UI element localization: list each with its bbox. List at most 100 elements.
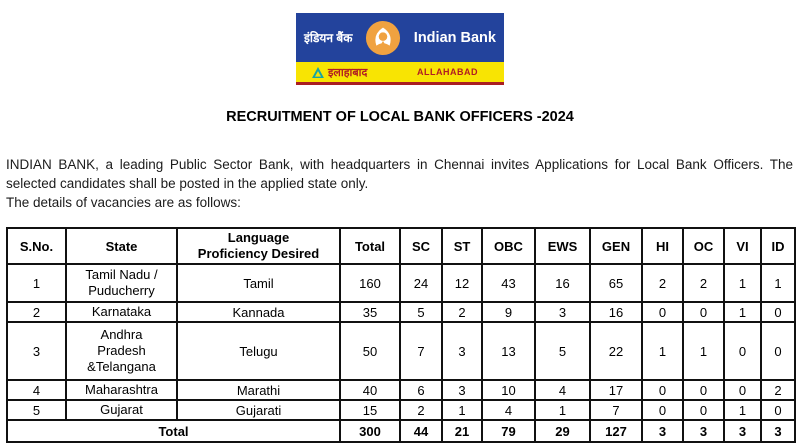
value-cell: 1	[723, 399, 762, 421]
sno-cell: 1	[6, 263, 67, 303]
value-cell: 17	[589, 379, 643, 401]
total-value-cell: 3	[723, 419, 762, 443]
value-cell: 0	[641, 301, 684, 323]
value-cell: 7	[399, 321, 443, 381]
table-row: 1 Tamil Nadu / Puducherry Tamil 160 24 1…	[6, 263, 796, 303]
value-cell: 10	[481, 379, 536, 401]
value-cell: 0	[760, 321, 796, 381]
value-cell: 13	[481, 321, 536, 381]
value-cell: 1	[441, 399, 483, 421]
allahabad-hindi-text: इलाहाबाद	[328, 66, 368, 79]
table-row: 4 Maharashtra Marathi 40 6 3 10 4 17 0 0…	[6, 379, 796, 401]
state-cell: Tamil Nadu / Puducherry	[65, 263, 178, 303]
value-cell: 0	[682, 301, 725, 323]
total-value-cell: 127	[589, 419, 643, 443]
value-cell: 0	[760, 399, 796, 421]
language-cell: Kannada	[176, 301, 341, 323]
header-gen: GEN	[589, 227, 643, 265]
logo-hindi-text: इंडियन बैंक	[304, 31, 353, 45]
header-st: ST	[441, 227, 483, 265]
value-cell: 2	[641, 263, 684, 303]
intro-block: INDIAN BANK, a leading Public Sector Ban…	[6, 155, 793, 212]
language-cell: Telugu	[176, 321, 341, 381]
table-row: 3 Andhra Pradesh &Telangana Telugu 50 7 …	[6, 321, 796, 381]
allahabad-triangle-icon	[312, 66, 324, 78]
value-cell: 2	[760, 379, 796, 401]
indian-bank-logo: इंडियन बैंक Indian Bank इलाहाबाद ALLAHAB	[296, 13, 504, 85]
allahabad-hindi-group: इलाहाबाद	[312, 65, 367, 80]
value-cell: 7	[589, 399, 643, 421]
value-cell: 16	[589, 301, 643, 323]
header-id: ID	[760, 227, 796, 265]
intro-paragraph: INDIAN BANK, a leading Public Sector Ban…	[6, 157, 793, 191]
allahabad-english-text: ALLAHABAD	[417, 67, 478, 77]
value-cell: 6	[399, 379, 443, 401]
header-vi: VI	[723, 227, 762, 265]
logo-blue-band: इंडियन बैंक Indian Bank	[296, 13, 504, 62]
header-hi: HI	[641, 227, 684, 265]
value-cell: 50	[339, 321, 401, 381]
value-cell: 0	[682, 379, 725, 401]
sno-cell: 2	[6, 301, 67, 323]
sno-cell: 3	[6, 321, 67, 381]
table-row: 2 Karnataka Kannada 35 5 2 9 3 16 0 0 1 …	[6, 301, 796, 323]
value-cell: 2	[441, 301, 483, 323]
value-cell: 1	[641, 321, 684, 381]
intro-follows-line: The details of vacancies are as follows:	[6, 195, 241, 210]
table-header-row: S.No. State Language Proficiency Desired…	[6, 227, 796, 265]
value-cell: 0	[723, 379, 762, 401]
header-ews: EWS	[534, 227, 591, 265]
logo-english-text: Indian Bank	[413, 29, 496, 46]
sno-cell: 4	[6, 379, 67, 401]
value-cell: 160	[339, 263, 401, 303]
header-total: Total	[339, 227, 401, 265]
value-cell: 2	[399, 399, 443, 421]
language-cell: Gujarati	[176, 399, 341, 421]
language-cell: Tamil	[176, 263, 341, 303]
state-cell: Andhra Pradesh &Telangana	[65, 321, 178, 381]
total-label-cell: Total	[6, 419, 341, 443]
table-total-row: Total 300 44 21 79 29 127 3 3 3 3	[6, 419, 796, 443]
header-state: State	[65, 227, 178, 265]
value-cell: 3	[441, 379, 483, 401]
value-cell: 5	[534, 321, 591, 381]
value-cell: 16	[534, 263, 591, 303]
header-obc: OBC	[481, 227, 536, 265]
table-row: 5 Gujarat Gujarati 15 2 1 4 1 7 0 0 1 0	[6, 399, 796, 421]
vacancy-table: S.No. State Language Proficiency Desired…	[6, 227, 796, 443]
total-value-cell: 3	[760, 419, 796, 443]
value-cell: 0	[723, 321, 762, 381]
page-title: RECRUITMENT OF LOCAL BANK OFFICERS -2024	[226, 109, 574, 125]
total-value-cell: 79	[481, 419, 536, 443]
value-cell: 40	[339, 379, 401, 401]
value-cell: 12	[441, 263, 483, 303]
value-cell: 1	[760, 263, 796, 303]
state-cell: Gujarat	[65, 399, 178, 421]
total-value-cell: 21	[441, 419, 483, 443]
value-cell: 0	[682, 399, 725, 421]
value-cell: 0	[641, 399, 684, 421]
value-cell: 0	[760, 301, 796, 323]
total-value-cell: 44	[399, 419, 443, 443]
value-cell: 3	[441, 321, 483, 381]
indian-bank-emblem-icon	[365, 20, 401, 56]
header-oc: OC	[682, 227, 725, 265]
value-cell: 35	[339, 301, 401, 323]
value-cell: 3	[534, 301, 591, 323]
total-value-cell: 3	[641, 419, 684, 443]
state-cell: Maharashtra	[65, 379, 178, 401]
header-sno: S.No.	[6, 227, 67, 265]
logo-yellow-band: इलाहाबाद ALLAHABAD	[296, 62, 504, 82]
value-cell: 4	[481, 399, 536, 421]
sno-cell: 5	[6, 399, 67, 421]
total-value-cell: 3	[682, 419, 725, 443]
header-language: Language Proficiency Desired	[176, 227, 341, 265]
value-cell: 24	[399, 263, 443, 303]
value-cell: 1	[723, 301, 762, 323]
total-value-cell: 300	[339, 419, 401, 443]
value-cell: 1	[682, 321, 725, 381]
total-value-cell: 29	[534, 419, 591, 443]
value-cell: 15	[339, 399, 401, 421]
value-cell: 5	[399, 301, 443, 323]
